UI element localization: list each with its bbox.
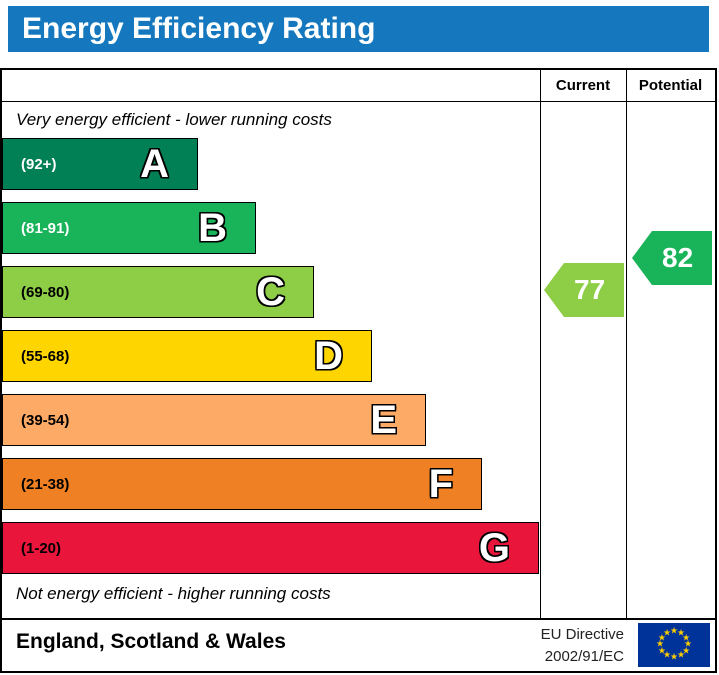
eu-star-icon: ★ — [662, 627, 672, 638]
column-divider — [626, 70, 627, 618]
potential-rating-value: 82 — [662, 242, 694, 273]
current-rating-value: 77 — [574, 274, 606, 305]
band-range: (92+) — [21, 155, 57, 173]
band-range: (39-54) — [21, 411, 70, 429]
bottom-note: Not energy efficient - higher running co… — [16, 584, 331, 603]
current-column-header: Current — [555, 77, 611, 94]
eu-star-icon: ★ — [657, 632, 666, 642]
eu-directive-line2: 2002/91/EC — [544, 648, 624, 665]
potential-column-header: Potential — [638, 77, 703, 94]
band-c: (69-80) C — [2, 266, 314, 318]
band-range: (55-68) — [21, 347, 70, 365]
column-header-row: Current Potential — [2, 70, 715, 102]
region-label: England, Scotland & Wales — [16, 630, 286, 653]
chart-frame: Current Potential Very energy efficient … — [0, 68, 717, 673]
band-f: (21-38) F — [2, 458, 482, 510]
column-divider — [540, 70, 541, 618]
page-title: Energy Efficiency Rating — [22, 12, 376, 45]
band-b: (81-91) B — [2, 202, 256, 254]
band-letter: F — [428, 462, 453, 506]
band-range: (1-20) — [21, 539, 62, 557]
title-bar: Energy Efficiency Rating — [8, 6, 709, 52]
band-range: (81-91) — [21, 219, 70, 237]
eu-star-icon: ★ — [669, 625, 679, 636]
current-rating-arrow: 77 — [544, 263, 624, 317]
eu-star-icon: ★ — [676, 649, 686, 660]
eu-star-icon: ★ — [669, 651, 679, 662]
rating-bands: (92+) A (81-91) B (69-80) C (55-68) D (3… — [2, 138, 539, 586]
eu-star-icon: ★ — [655, 638, 665, 649]
band-range: (21-38) — [21, 475, 70, 493]
band-letter: A — [140, 142, 169, 186]
top-note: Very energy efficient - lower running co… — [16, 110, 332, 129]
footer-divider — [2, 618, 715, 620]
eu-directive-label: EU Directive 2002/91/EC — [472, 624, 624, 668]
eu-star-icon: ★ — [682, 632, 691, 642]
band-range: (69-80) — [21, 283, 70, 301]
eu-flag-icon: ★ ★ ★ ★ ★ ★ ★ ★ ★ ★ ★ ★ — [638, 623, 710, 667]
eu-star-icon: ★ — [682, 645, 691, 655]
band-g: (1-20) G — [2, 522, 539, 574]
eu-directive-line1: EU Directive — [540, 626, 624, 643]
band-letter: E — [370, 398, 397, 442]
eu-star-icon: ★ — [662, 649, 672, 660]
eu-star-icon: ★ — [676, 627, 686, 638]
eu-star-icon: ★ — [657, 645, 666, 655]
eu-star-icon: ★ — [683, 638, 693, 649]
potential-rating-arrow: 82 — [632, 231, 712, 285]
band-e: (39-54) E — [2, 394, 426, 446]
band-letter: B — [198, 206, 227, 250]
band-letter: G — [478, 526, 510, 570]
band-d: (55-68) D — [2, 330, 372, 382]
band-a: (92+) A — [2, 138, 198, 190]
band-letter: D — [314, 334, 343, 378]
band-letter: C — [256, 270, 285, 314]
